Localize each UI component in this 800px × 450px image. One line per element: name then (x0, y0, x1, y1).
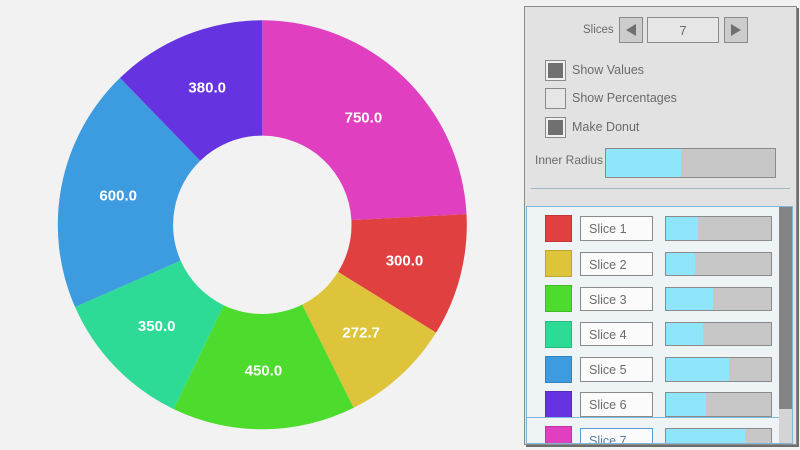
svg-text:450.0: 450.0 (245, 363, 283, 380)
svg-text:750.0: 750.0 (345, 109, 383, 126)
svg-text:380.0: 380.0 (188, 80, 226, 97)
svg-text:350.0: 350.0 (138, 318, 176, 335)
svg-text:300.0: 300.0 (386, 252, 424, 269)
svg-text:272.7: 272.7 (342, 324, 380, 341)
svg-text:600.0: 600.0 (99, 187, 137, 204)
